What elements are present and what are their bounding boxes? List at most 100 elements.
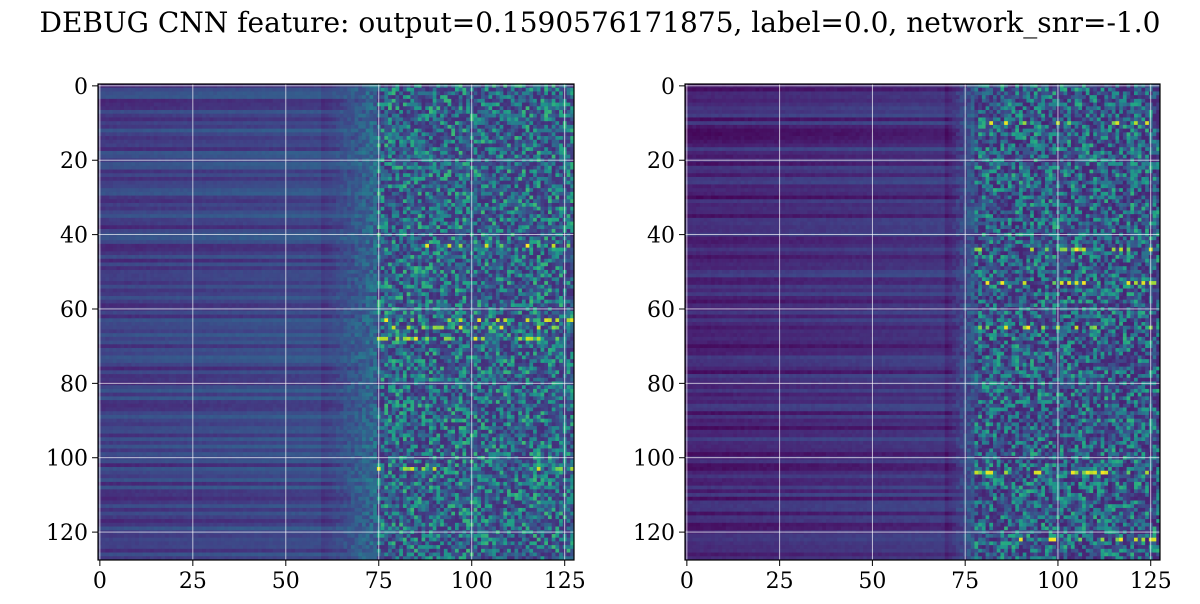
heatmap-cell [328,217,333,222]
heatmap-cell [157,165,162,170]
heatmap-cell [142,121,147,126]
heatmap-cell [406,173,411,178]
heatmap-cell [209,136,214,141]
heatmap-cell [354,110,359,115]
heatmap-cell [555,214,560,219]
heatmap-cell [131,139,136,144]
heatmap-cell [339,132,344,137]
heatmap-cell [105,128,110,133]
heatmap-cell [466,176,471,182]
heatmap-cell [544,191,549,196]
heatmap-cell [213,102,218,107]
heatmap-cell [395,206,400,211]
heatmap-cell [510,206,515,211]
heatmap-cell [395,162,400,167]
heatmap-cell [533,199,538,204]
heatmap-cell [399,184,404,189]
heatmap-cell [447,210,452,215]
heatmap-cell [495,206,501,211]
heatmap-cell [142,147,147,152]
heatmap-cell [417,98,422,103]
heatmap-cell [455,95,460,100]
heatmap-cell [261,217,266,222]
heatmap-cell [343,214,348,219]
heatmap-cell [112,128,117,133]
heatmap-cell [380,87,385,92]
heatmap-cell [440,195,445,200]
heatmap-cell [447,139,452,144]
heatmap-cell [138,98,144,103]
heatmap-cell [521,191,527,196]
heatmap-cell [339,173,344,178]
heatmap-cell [269,117,274,122]
heatmap-cell [250,102,255,107]
heatmap-cell [224,206,229,211]
heatmap-cell [328,154,333,159]
heatmap-cell [269,180,274,185]
heatmap-cell [209,188,214,193]
heatmap-cell [533,139,538,144]
heatmap-cell [179,121,184,126]
heatmap-cell [440,121,445,126]
heatmap-cell [231,106,236,111]
heatmap-cell [451,221,456,226]
heatmap-cell [362,214,367,219]
heatmap-cell [112,95,117,100]
heatmap-cell [224,102,229,107]
heatmap-cell [313,87,318,92]
heatmap-cell [224,117,229,122]
heatmap-cell [269,132,274,137]
heatmap-cell [265,184,270,189]
heatmap-cell [298,154,303,159]
heatmap-cell [124,188,129,193]
heatmap-cell [309,147,315,152]
heatmap-cell [551,128,556,133]
heatmap-cell [298,117,303,122]
heatmap-cell [343,195,348,200]
heatmap-cell [280,102,285,107]
heatmap-cell [391,95,396,100]
heatmap-cell [298,95,303,100]
heatmap-cell [559,95,564,100]
heatmap-cell [309,98,315,103]
heatmap-cell [101,102,106,107]
heatmap-cell [521,176,527,182]
heatmap-cell [306,154,311,159]
heatmap-cell [336,87,341,92]
heatmap-cell [120,136,125,141]
heatmap-cell [150,180,155,185]
heatmap-cell [455,180,460,185]
heatmap-cell [414,121,419,126]
heatmap-cell [183,113,188,118]
heatmap-cell [521,206,527,211]
heatmap-cell [477,217,482,222]
heatmap-cell [369,162,374,167]
heatmap-cell [246,165,251,170]
heatmap-cell [187,95,192,100]
heatmap-cell [503,91,508,96]
heatmap-cell [436,191,441,196]
heatmap-cell [116,150,121,156]
heatmap-cell [507,176,512,182]
heatmap-cell [328,150,333,156]
heatmap-cell [347,195,352,200]
heatmap-cell [343,199,348,204]
heatmap-cell [328,139,333,144]
heatmap-cell [362,206,367,211]
heatmap-cell [495,188,501,193]
heatmap-cell [533,117,538,122]
heatmap-cell [324,176,329,182]
heatmap-cell [525,217,530,222]
heatmap-cell [112,176,117,182]
heatmap-cell [347,173,352,178]
heatmap-cell [324,154,329,159]
heatmap-cell [447,102,452,107]
heatmap-cell [477,169,482,174]
heatmap-cell [135,117,140,122]
heatmap-cell [354,203,359,208]
heatmap-cell [358,106,363,111]
heatmap-cell [451,169,456,174]
heatmap-cell [254,124,259,130]
heatmap-cell [194,124,199,130]
heatmap-cell [533,110,538,115]
